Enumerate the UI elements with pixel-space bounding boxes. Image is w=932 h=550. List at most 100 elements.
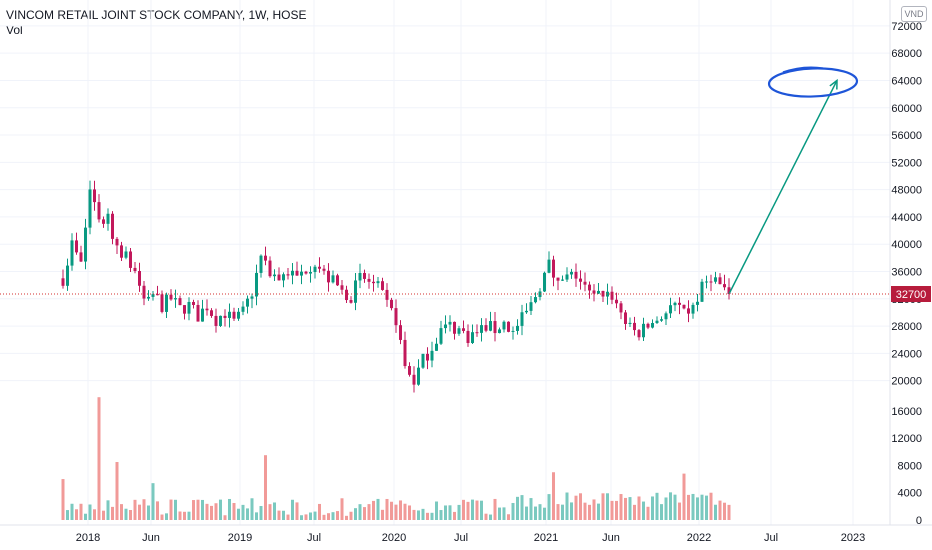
volume-bar <box>282 510 285 520</box>
y-tick-label: 40000 <box>891 239 922 251</box>
candle-body <box>385 289 389 300</box>
candle-body <box>255 272 258 297</box>
candle-body <box>133 267 137 272</box>
volume-bar <box>66 510 69 520</box>
volume-bar <box>196 499 200 520</box>
volume-bar <box>421 508 425 520</box>
current-price-badge <box>891 286 931 302</box>
volume-bar <box>259 506 263 520</box>
volume-bar <box>336 511 339 520</box>
volume-bar <box>565 492 569 520</box>
candle-body <box>534 297 537 303</box>
candle-body <box>129 251 132 268</box>
x-tick-label: 2021 <box>534 532 558 544</box>
candle-body <box>552 259 555 278</box>
candle-body <box>124 251 128 258</box>
volume-bar <box>619 494 623 520</box>
candle-body <box>723 284 726 288</box>
volume-bar <box>102 510 105 520</box>
volume-tick-label: 12000 <box>891 433 922 445</box>
y-tick-label: 60000 <box>891 103 922 115</box>
volume-bar <box>309 512 312 520</box>
candle-body <box>597 290 600 294</box>
candle-body <box>417 367 420 385</box>
candle-body <box>651 323 654 328</box>
candle-body <box>106 213 110 224</box>
volume-bar <box>237 508 240 520</box>
candle-body <box>489 321 492 331</box>
volume-bar <box>561 504 564 520</box>
candle-body <box>115 238 119 246</box>
candle-body <box>259 255 263 273</box>
candle-body <box>484 325 488 331</box>
candle-body <box>354 280 357 303</box>
volume-bar <box>300 515 303 520</box>
volume-bar <box>628 497 632 520</box>
candle-body <box>156 294 159 296</box>
currency-button[interactable]: VND <box>901 6 927 22</box>
volume-bar <box>201 499 204 520</box>
candle-body <box>606 291 609 297</box>
candle-body <box>205 308 209 311</box>
volume-bar <box>178 511 182 520</box>
candle-body <box>525 310 528 313</box>
volume-bar <box>394 504 398 520</box>
candle-body <box>250 296 254 299</box>
candle-body <box>412 374 416 385</box>
candle-body <box>336 275 339 286</box>
volume-bar <box>115 462 119 520</box>
volume-bar <box>444 505 447 520</box>
candle-body <box>358 272 362 281</box>
x-tick-label: Jul <box>454 532 468 544</box>
volume-bar <box>588 504 591 520</box>
candle-body <box>561 279 564 281</box>
y-tick-label: 72000 <box>891 21 922 33</box>
volume-bar <box>219 499 222 520</box>
candle-body <box>390 299 393 309</box>
volume-bar <box>547 494 551 520</box>
candle-body <box>610 291 614 300</box>
candle-body <box>246 298 249 307</box>
volume-bar <box>79 503 83 520</box>
y-tick-label: 28000 <box>891 321 922 333</box>
volume-bar <box>709 492 713 520</box>
volume-bar <box>390 501 393 520</box>
volume-bar <box>385 498 389 520</box>
volume-bar <box>696 497 699 520</box>
volume-bar <box>664 497 668 520</box>
volume-bar <box>61 479 65 520</box>
candle-body <box>169 294 173 300</box>
candle-body <box>345 289 348 301</box>
candle-body <box>691 304 695 314</box>
volume-bar <box>138 504 141 520</box>
volume-bar <box>403 503 407 520</box>
candle-body <box>669 305 672 314</box>
candle-body <box>214 315 218 326</box>
candle-body <box>687 308 690 314</box>
candle-body <box>633 322 636 331</box>
volume-bar <box>381 509 384 520</box>
volume-bar <box>354 508 357 520</box>
candle-body <box>196 304 200 322</box>
candle-body <box>718 277 722 285</box>
volume-bar <box>673 494 677 520</box>
candle-body <box>556 277 560 281</box>
volume-bar <box>84 513 87 520</box>
volume-bar <box>475 500 479 520</box>
candle-body <box>223 315 227 318</box>
candle-body <box>520 312 524 326</box>
volume-bar <box>205 503 209 520</box>
x-tick-label: 2019 <box>228 532 252 544</box>
candle-body <box>430 350 434 361</box>
volume-bar <box>453 511 456 520</box>
volume-bar <box>678 502 681 520</box>
volume-bar <box>583 502 587 520</box>
candle-body <box>727 287 731 294</box>
forecast-arrow-head <box>829 78 838 90</box>
volume-bar <box>493 498 497 520</box>
x-tick-label: 2022 <box>687 532 711 544</box>
volume-bar <box>637 496 641 520</box>
volume-bar <box>93 509 96 520</box>
volume-bar <box>498 507 501 520</box>
